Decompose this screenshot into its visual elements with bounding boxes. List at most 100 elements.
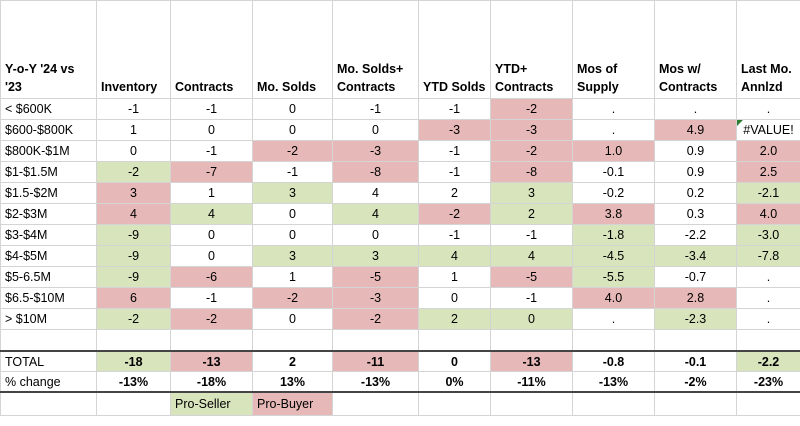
value-cell[interactable]: . [736,98,800,120]
legend-pro-seller[interactable]: Pro-Seller [170,391,253,416]
row-label[interactable]: $6.5-$10M [0,287,97,309]
value-cell[interactable]: . [654,98,737,120]
row-label[interactable]: $5-6.5M [0,266,97,288]
empty-cell[interactable] [252,329,333,352]
empty-cell[interactable] [96,329,171,352]
empty-cell[interactable] [170,329,253,352]
value-cell[interactable]: 0 [252,224,333,246]
value-cell[interactable]: 0% [418,371,491,393]
value-cell[interactable]: . [736,287,800,309]
empty-cell[interactable] [490,391,573,416]
value-cell[interactable]: 3 [252,182,333,204]
value-cell[interactable]: 2.0 [736,140,800,162]
value-cell[interactable]: 4 [332,203,419,225]
empty-cell[interactable] [418,391,491,416]
row-label[interactable]: < $600K [0,98,97,120]
header-cell[interactable]: Y-o-Y '24 vs '23 [0,0,97,99]
value-cell[interactable]: -5 [490,266,573,288]
error-cell[interactable]: #VALUE! [736,119,800,141]
value-cell[interactable]: 6 [96,287,171,309]
value-cell[interactable]: -13% [332,371,419,393]
value-cell[interactable]: -1 [418,140,491,162]
value-cell[interactable]: 4.0 [736,203,800,225]
value-cell[interactable]: -1 [252,161,333,183]
value-cell[interactable]: -0.7 [654,266,737,288]
value-cell[interactable]: -1 [96,98,171,120]
value-cell[interactable]: 4 [418,245,491,267]
row-label[interactable]: $600-$800K [0,119,97,141]
value-cell[interactable]: 2 [252,350,333,372]
value-cell[interactable]: 0 [418,287,491,309]
value-cell[interactable]: -2 [332,308,419,330]
value-cell[interactable]: 3.8 [572,203,655,225]
row-label[interactable]: $2-$3M [0,203,97,225]
value-cell[interactable]: -1 [418,98,491,120]
value-cell[interactable]: 4 [332,182,419,204]
value-cell[interactable]: 0.9 [654,140,737,162]
value-cell[interactable]: 1 [170,182,253,204]
value-cell[interactable]: -1 [418,224,491,246]
value-cell[interactable]: -2 [170,308,253,330]
empty-cell[interactable] [332,329,419,352]
value-cell[interactable]: -1 [170,287,253,309]
header-cell[interactable]: YTD+ Contracts [490,0,573,99]
value-cell[interactable]: . [736,266,800,288]
value-cell[interactable]: -9 [96,224,171,246]
value-cell[interactable]: 13% [252,371,333,393]
value-cell[interactable]: 1 [252,266,333,288]
value-cell[interactable]: 4.0 [572,287,655,309]
value-cell[interactable]: -2 [490,140,573,162]
value-cell[interactable]: 0 [252,308,333,330]
value-cell[interactable]: -23% [736,371,800,393]
value-cell[interactable]: 0.2 [654,182,737,204]
value-cell[interactable]: 0.9 [654,161,737,183]
value-cell[interactable]: -2 [252,287,333,309]
legend-pro-buyer[interactable]: Pro-Buyer [252,391,333,416]
value-cell[interactable]: -4.5 [572,245,655,267]
value-cell[interactable]: -3 [332,287,419,309]
value-cell[interactable]: 3 [252,245,333,267]
empty-cell[interactable] [736,391,800,416]
value-cell[interactable]: -7 [170,161,253,183]
value-cell[interactable]: -3 [490,119,573,141]
value-cell[interactable]: 2.8 [654,287,737,309]
value-cell[interactable]: 2 [490,203,573,225]
value-cell[interactable]: 2 [418,308,491,330]
header-cell[interactable]: Last Mo. Annlzd [736,0,800,99]
value-cell[interactable]: -2 [96,161,171,183]
value-cell[interactable]: -13 [170,350,253,372]
value-cell[interactable]: -3.4 [654,245,737,267]
value-cell[interactable]: 1 [96,119,171,141]
value-cell[interactable]: -1 [170,98,253,120]
header-cell[interactable]: Mo. Solds+ Contracts [332,0,419,99]
value-cell[interactable]: 0 [170,245,253,267]
value-cell[interactable]: 0 [418,350,491,372]
value-cell[interactable]: 0 [332,224,419,246]
empty-cell[interactable] [0,391,97,416]
empty-cell[interactable] [490,329,573,352]
empty-cell[interactable] [332,391,419,416]
value-cell[interactable]: -3 [332,140,419,162]
value-cell[interactable]: 2.5 [736,161,800,183]
value-cell[interactable]: 4 [170,203,253,225]
value-cell[interactable]: 0 [490,308,573,330]
row-label[interactable]: $1-$1.5M [0,161,97,183]
value-cell[interactable]: -13% [572,371,655,393]
value-cell[interactable]: 0 [332,119,419,141]
value-cell[interactable]: 2 [418,182,491,204]
empty-cell[interactable] [654,329,737,352]
row-label[interactable]: $800K-$1M [0,140,97,162]
row-label[interactable]: $1.5-$2M [0,182,97,204]
value-cell[interactable]: -11% [490,371,573,393]
value-cell[interactable]: -7.8 [736,245,800,267]
value-cell[interactable]: -2 [418,203,491,225]
value-cell[interactable]: -2 [490,98,573,120]
value-cell[interactable]: -3.0 [736,224,800,246]
value-cell[interactable]: 4 [96,203,171,225]
header-cell[interactable]: Inventory [96,0,171,99]
value-cell[interactable]: -5.5 [572,266,655,288]
value-cell[interactable]: -1 [170,140,253,162]
value-cell[interactable]: -9 [96,245,171,267]
value-cell[interactable]: 4 [490,245,573,267]
row-label[interactable]: $4-$5M [0,245,97,267]
